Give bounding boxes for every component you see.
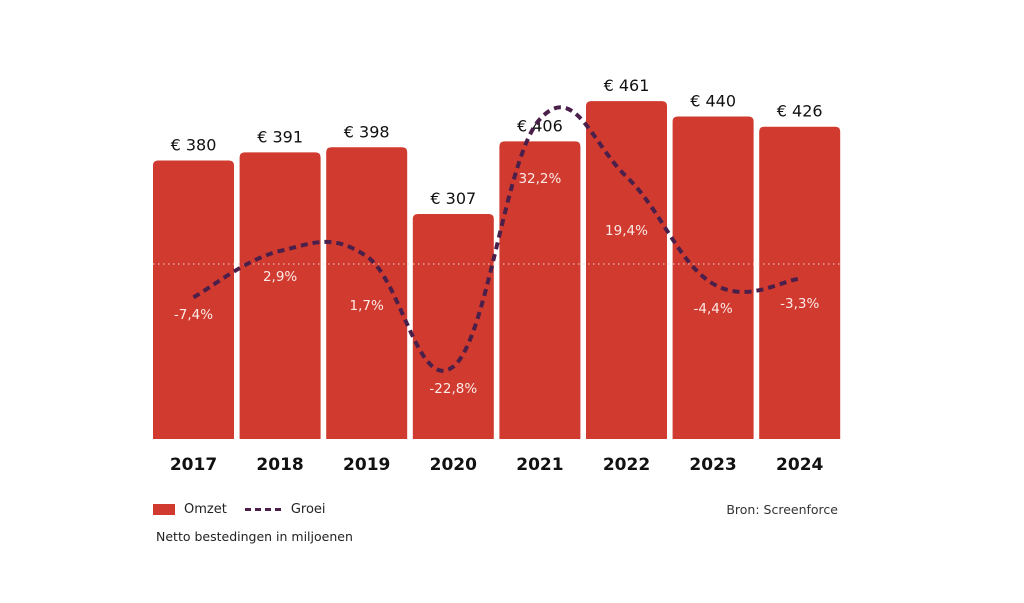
x-tick-2022: 2022 xyxy=(603,455,650,475)
value-label-2019: € 398 xyxy=(344,122,390,141)
value-label-2018: € 391 xyxy=(257,127,303,146)
bar-2021 xyxy=(499,141,581,440)
bars-group xyxy=(153,101,841,440)
legend-omzet-label: Omzet xyxy=(184,502,227,517)
x-tick-2024: 2024 xyxy=(776,455,823,475)
bar-2020 xyxy=(412,213,494,439)
growth-label-2020: -22,8% xyxy=(429,381,477,397)
growth-label-2021: 32,2% xyxy=(518,171,561,187)
growth-label-2024: -3,3% xyxy=(780,296,819,312)
x-tick-2017: 2017 xyxy=(170,455,217,475)
bar-2019 xyxy=(326,147,408,440)
value-label-2024: € 426 xyxy=(777,102,823,121)
legend: Omzet Groei xyxy=(153,502,326,517)
x-tick-2020: 2020 xyxy=(430,455,477,475)
legend-groei-dash xyxy=(244,508,281,511)
value-label-2020: € 307 xyxy=(430,189,476,208)
growth-label-2023: -4,4% xyxy=(694,301,733,317)
bar-2018 xyxy=(239,152,321,439)
value-labels-group: € 380 € 391 € 398 € 307 € 406 € 461 € 440 € 426 xyxy=(171,76,823,208)
value-label-2017: € 380 xyxy=(171,135,217,154)
value-label-2022: € 461 xyxy=(604,76,650,95)
x-tick-2023: 2023 xyxy=(689,455,736,475)
bar-2022 xyxy=(586,101,667,439)
legend-groei-label: Groei xyxy=(290,502,326,517)
growth-label-2018: 2,9% xyxy=(263,269,297,285)
bar-2024 xyxy=(759,126,841,439)
x-axis-labels-group: 2017 2018 2019 2020 2021 2022 2023 2024 xyxy=(170,455,824,475)
x-tick-2018: 2018 xyxy=(256,455,303,475)
units-note: Netto bestedingen in miljoenen xyxy=(156,529,353,544)
growth-line-group xyxy=(192,105,800,373)
legend-omzet-swatch xyxy=(153,504,175,515)
growth-line xyxy=(192,105,800,373)
source-note: Bron: Screenforce xyxy=(726,502,838,517)
bar-2023 xyxy=(672,116,754,439)
x-tick-2021: 2021 xyxy=(516,455,563,475)
value-label-2023: € 440 xyxy=(690,91,736,110)
growth-label-2019: 1,7% xyxy=(350,298,384,314)
x-tick-2019: 2019 xyxy=(343,455,390,475)
growth-labels-group: -7,4% 2,9% 1,7% -22,8% 32,2% 19,4% -4,4% -3,3% xyxy=(174,171,820,397)
growth-label-2017: -7,4% xyxy=(174,307,213,323)
value-label-2021: € 406 xyxy=(517,116,563,135)
growth-label-2022: 19,4% xyxy=(605,223,648,239)
bar-2017 xyxy=(153,160,234,439)
